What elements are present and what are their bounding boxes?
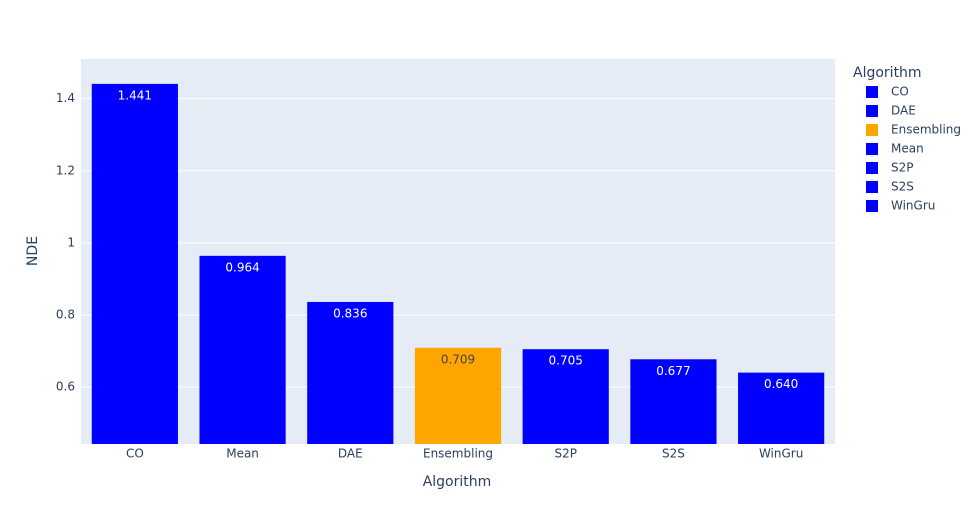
legend-title: Algorithm	[853, 65, 922, 81]
x-tick-label: DAE	[338, 447, 363, 461]
legend-label: CO	[891, 85, 909, 99]
legend-label: DAE	[891, 104, 916, 118]
x-tick-label: S2S	[662, 447, 685, 461]
legend-swatch	[866, 200, 878, 212]
bar	[522, 349, 609, 444]
legend-label: S2S	[891, 180, 914, 194]
x-tick-label: Mean	[226, 447, 259, 461]
x-axis-title: Algorithm	[423, 474, 492, 490]
y-axis-title: NDE	[25, 236, 41, 266]
legend-swatch	[866, 181, 878, 193]
legend-label: S2P	[891, 161, 914, 175]
bar	[738, 372, 825, 444]
legend-swatch	[866, 143, 878, 155]
bar	[91, 83, 178, 444]
value-label: 0.677	[656, 364, 690, 378]
legend-swatch	[866, 105, 878, 117]
legend-swatch	[866, 86, 878, 98]
value-label: 1.441	[118, 88, 152, 102]
x-tick-label: WinGru	[759, 447, 803, 461]
legend-label: Ensembling	[891, 123, 961, 137]
y-tick-label: 1	[67, 235, 75, 249]
x-tick-label: Ensembling	[423, 447, 493, 461]
value-label: 0.640	[764, 377, 798, 391]
y-tick-label: 0.6	[56, 380, 75, 394]
x-tick-label: CO	[126, 447, 144, 461]
value-label: 0.836	[333, 306, 367, 320]
y-tick-label: 0.8	[56, 307, 75, 321]
legend-label: WinGru	[891, 199, 935, 213]
value-label: 0.705	[549, 354, 583, 368]
legend-swatch	[866, 124, 878, 136]
y-tick-label: 1.2	[56, 163, 75, 177]
x-tick-label: S2P	[554, 447, 577, 461]
legend-label: Mean	[891, 142, 924, 156]
bar	[199, 255, 286, 444]
bar	[307, 301, 394, 444]
y-tick-label: 1.4	[56, 91, 75, 105]
legend-swatch	[866, 162, 878, 174]
value-label: 0.709	[441, 352, 475, 366]
value-label: 0.964	[225, 260, 259, 274]
bar	[630, 359, 717, 444]
bar	[414, 347, 502, 444]
